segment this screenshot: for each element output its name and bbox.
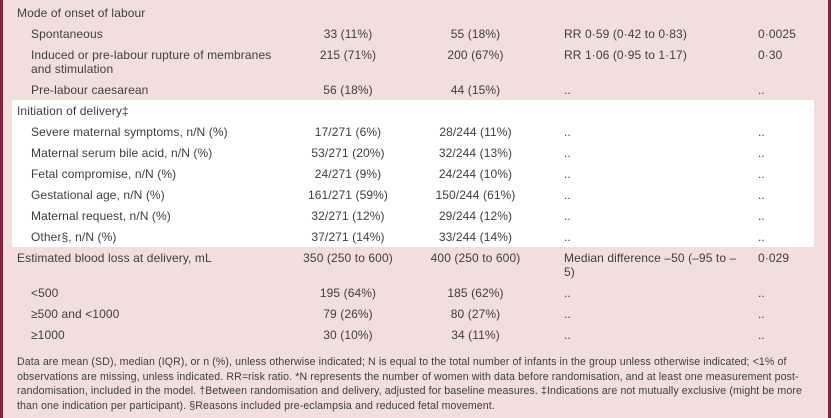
table-row: Mode of onset of labour bbox=[12, 2, 814, 23]
row-label: Pre-labour caesarean bbox=[31, 83, 149, 97]
table-row: Other§, n/N (%) 37/271 (14%) 33/244 (14%… bbox=[12, 226, 814, 247]
p-value bbox=[743, 6, 814, 20]
group2-value: 150/244 (61%) bbox=[435, 188, 516, 202]
p-value: .. bbox=[758, 209, 765, 223]
table-row: ≥500 and <1000 79 (26%) 80 (27%) .. .. bbox=[12, 303, 814, 324]
row-label: ≥1000 bbox=[31, 328, 65, 342]
p-value: .. bbox=[758, 286, 765, 300]
p-value: .. bbox=[758, 307, 765, 321]
group1-value: 30 (10%) bbox=[323, 328, 373, 342]
group2-value: 400 (250 to 600) bbox=[430, 251, 521, 265]
treatment-effect: .. bbox=[564, 83, 571, 97]
p-value: 0·0025 bbox=[758, 27, 796, 41]
p-value: .. bbox=[758, 188, 765, 202]
treatment-effect: .. bbox=[564, 125, 571, 139]
row-label: Other§, n/N (%) bbox=[31, 230, 117, 244]
treatment-effect bbox=[548, 6, 743, 20]
group1-value bbox=[293, 6, 403, 20]
treatment-effect: Median difference –50 (–95 to –5) bbox=[564, 251, 737, 279]
row-label: <500 bbox=[31, 286, 59, 300]
group1-value: 33 (11%) bbox=[323, 27, 373, 41]
row-label: Maternal serum bile acid, n/N (%) bbox=[31, 146, 213, 160]
treatment-effect: RR 1·06 (0·95 to 1·17) bbox=[564, 48, 687, 62]
group1-value: 79 (26%) bbox=[323, 307, 373, 321]
group2-value: 28/244 (11%) bbox=[439, 125, 512, 139]
group2-value: 24/244 (10%) bbox=[438, 167, 513, 181]
p-value: .. bbox=[758, 230, 765, 244]
group2-value: 33/244 (14%) bbox=[438, 230, 513, 244]
section-header-label: Initiation of delivery‡ bbox=[17, 104, 129, 118]
p-value: 0·029 bbox=[758, 251, 790, 265]
treatment-effect: .. bbox=[564, 307, 571, 321]
group2-value: 29/244 (12%) bbox=[438, 209, 513, 223]
row-label: Induced or pre-labour rupture of membran… bbox=[31, 48, 272, 76]
group1-value: 195 (64%) bbox=[319, 286, 377, 300]
group2-value: 55 (18%) bbox=[450, 27, 501, 41]
table-row: Gestational age, n/N (%) 161/271 (59%) 1… bbox=[12, 184, 814, 205]
p-value: .. bbox=[758, 83, 765, 97]
table-row: Fetal compromise, n/N (%) 24/271 (9%) 24… bbox=[12, 163, 814, 184]
treatment-effect: .. bbox=[564, 146, 571, 160]
group1-value bbox=[293, 104, 403, 118]
row-label: Severe maternal symptoms, n/N (%) bbox=[31, 125, 228, 139]
table-row: Pre-labour caesarean 56 (18%) 44 (15%) .… bbox=[12, 79, 814, 100]
group1-value: 215 (71%) bbox=[319, 48, 377, 62]
group1-value: 32/271 (12%) bbox=[311, 209, 385, 223]
p-value: 0·30 bbox=[758, 48, 783, 62]
section-header-label: Estimated blood loss at delivery, mL bbox=[17, 251, 212, 265]
table-row: <500 195 (64%) 185 (62%) .. .. bbox=[12, 282, 814, 303]
section-estimated-blood-loss: Estimated blood loss at delivery, mL 350… bbox=[12, 247, 814, 345]
group1-value: 350 (250 to 600) bbox=[303, 251, 393, 265]
section-mode-of-onset-of-labour: Mode of onset of labour Spontaneous 33 (… bbox=[12, 2, 814, 100]
table-footnote: Data are mean (SD), median (IQR), or n (… bbox=[17, 356, 802, 412]
treatment-effect: .. bbox=[564, 209, 571, 223]
treatment-effect: .. bbox=[564, 328, 571, 342]
row-label: ≥500 and <1000 bbox=[31, 307, 120, 321]
table-row: Severe maternal symptoms, n/N (%) 17/271… bbox=[12, 121, 814, 142]
table-row: Induced or pre-labour rupture of membran… bbox=[12, 44, 814, 79]
table-row: Maternal request, n/N (%) 32/271 (12%) 2… bbox=[12, 205, 814, 226]
group2-value bbox=[403, 6, 548, 20]
section-header-label: Mode of onset of labour bbox=[17, 6, 146, 20]
table-row: Estimated blood loss at delivery, mL 350… bbox=[12, 247, 814, 282]
row-label: Gestational age, n/N (%) bbox=[31, 188, 165, 202]
table-row: Spontaneous 33 (11%) 55 (18%) RR 0·59 (0… bbox=[12, 23, 814, 44]
group2-value: 44 (15%) bbox=[450, 83, 501, 97]
group1-value: 24/271 (9%) bbox=[314, 167, 382, 181]
group1-value: 17/271 (6%) bbox=[314, 125, 382, 139]
group1-value: 37/271 (14%) bbox=[311, 230, 385, 244]
p-value: .. bbox=[758, 125, 765, 139]
group2-value: 80 (27%) bbox=[450, 307, 501, 321]
table-row: Maternal serum bile acid, n/N (%) 53/271… bbox=[12, 142, 814, 163]
treatment-effect: .. bbox=[564, 286, 571, 300]
treatment-effect bbox=[548, 104, 743, 118]
treatment-effect: RR 0·59 (0·42 to 0·83) bbox=[564, 27, 687, 41]
row-label: Spontaneous bbox=[31, 27, 103, 41]
group2-value: 200 (67%) bbox=[447, 48, 504, 62]
group2-value: 34 (11%) bbox=[451, 328, 500, 342]
treatment-effect: .. bbox=[564, 230, 571, 244]
treatment-effect: .. bbox=[564, 188, 571, 202]
table-row: Initiation of delivery‡ bbox=[12, 100, 814, 121]
group1-value: 161/271 (59%) bbox=[307, 188, 389, 202]
p-value: .. bbox=[758, 328, 765, 342]
section-initiation-of-delivery: Initiation of delivery‡ Severe maternal … bbox=[12, 100, 814, 247]
group2-value: 185 (62%) bbox=[447, 286, 504, 300]
row-label: Fetal compromise, n/N (%) bbox=[31, 167, 177, 181]
group2-value: 32/244 (13%) bbox=[438, 146, 513, 160]
group2-value bbox=[403, 104, 548, 118]
treatment-effect: .. bbox=[564, 167, 571, 181]
p-value: .. bbox=[758, 146, 765, 160]
group1-value: 53/271 (20%) bbox=[311, 146, 385, 160]
row-label: Maternal request, n/N (%) bbox=[31, 209, 171, 223]
table-row: ≥1000 30 (10%) 34 (11%) .. .. bbox=[12, 324, 814, 345]
group1-value: 56 (18%) bbox=[323, 83, 373, 97]
p-value bbox=[743, 104, 814, 118]
p-value: .. bbox=[758, 167, 765, 181]
